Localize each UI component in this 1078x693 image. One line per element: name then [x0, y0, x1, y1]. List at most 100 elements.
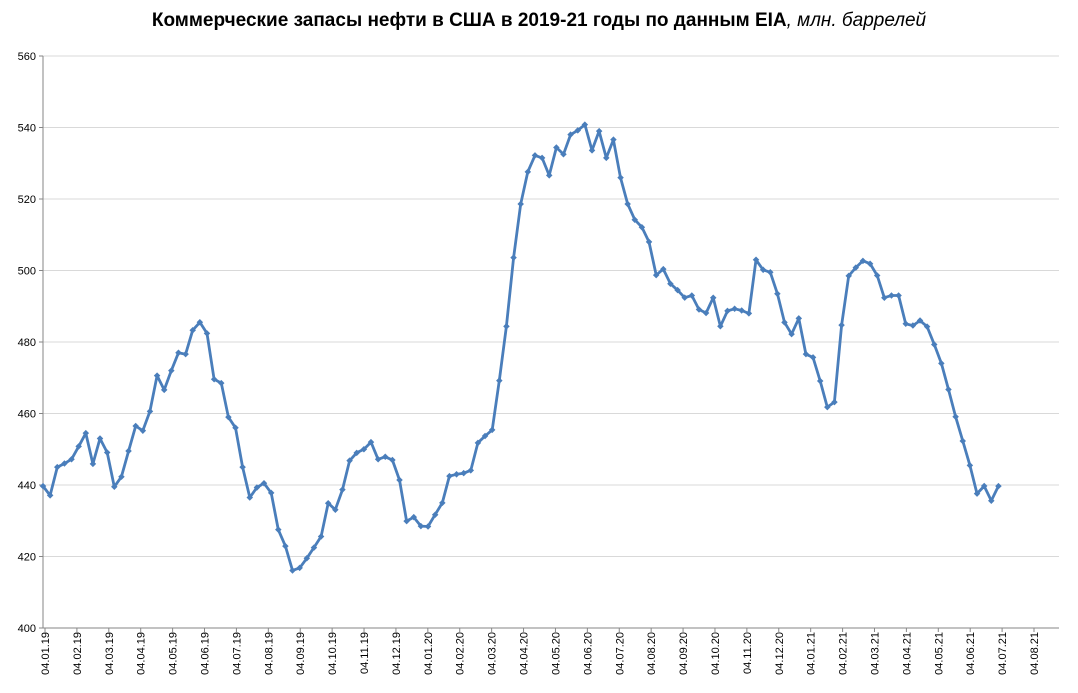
data-point — [153, 372, 161, 379]
data-point — [702, 309, 710, 317]
data-point — [866, 260, 874, 267]
data-point — [503, 323, 510, 330]
data-point — [667, 280, 674, 288]
data-point — [210, 375, 218, 383]
x-tick-label: 04.03.20 — [487, 632, 499, 675]
data-point — [902, 320, 909, 328]
data-point — [424, 523, 432, 530]
y-tick-label: 540 — [18, 123, 36, 135]
data-point — [382, 453, 389, 461]
x-axis-ticks: 04.01.19 04.02.19 04.03.19 04.04.19 04.05.19… — [40, 628, 1041, 675]
data-point — [881, 294, 888, 301]
chart-title: Коммерческие запасы нефти в США в 2019-2… — [0, 10, 1078, 32]
data-point — [496, 377, 503, 384]
data-point — [267, 489, 275, 497]
x-tick-label: 04.10.19 — [327, 632, 339, 675]
data-point — [103, 449, 111, 456]
x-tick-label: 04.05.21 — [933, 632, 945, 675]
data-point — [111, 483, 118, 491]
data-point — [275, 526, 282, 533]
y-tick-label: 520 — [18, 194, 36, 206]
data-point — [96, 435, 104, 442]
data-point — [168, 367, 175, 374]
x-tick-label: 04.12.19 — [391, 632, 403, 675]
x-tick-label: 04.05.20 — [550, 632, 562, 675]
data-point — [360, 445, 368, 453]
data-point — [938, 360, 945, 367]
data-point — [859, 257, 867, 265]
data-point — [453, 471, 460, 478]
data-point — [517, 200, 524, 208]
data-point — [681, 294, 688, 301]
x-tick-label: 04.07.20 — [614, 632, 626, 675]
x-tick-label: 04.06.21 — [965, 632, 977, 675]
x-tick-label: 04.03.21 — [869, 632, 881, 675]
data-point — [189, 326, 196, 334]
data-point — [160, 386, 168, 394]
y-tick-label: 420 — [18, 552, 36, 564]
y-tick-label: 500 — [18, 266, 36, 278]
data-point — [888, 292, 895, 299]
data-point — [966, 462, 974, 469]
data-point — [239, 463, 246, 471]
x-tick-label: 04.10.20 — [710, 632, 722, 675]
data-point — [545, 172, 553, 179]
data-point — [617, 174, 624, 181]
x-tick-label: 04.11.19 — [359, 632, 371, 674]
y-tick-label: 400 — [18, 623, 36, 635]
data-point — [232, 424, 239, 432]
data-point — [638, 223, 646, 231]
data-point — [125, 447, 132, 455]
data-point — [353, 449, 360, 457]
data-point — [745, 310, 753, 317]
data-point — [132, 422, 139, 430]
data-point — [795, 315, 803, 322]
data-point — [945, 386, 952, 393]
x-tick-label: 04.09.19 — [295, 632, 307, 675]
data-point — [524, 168, 532, 176]
data-point — [446, 472, 453, 480]
data-point — [624, 200, 631, 208]
x-tick-label: 04.08.20 — [646, 632, 658, 675]
data-point — [374, 456, 382, 463]
data-point — [460, 469, 467, 477]
data-point — [838, 321, 845, 329]
data-point — [474, 439, 482, 447]
data-point — [995, 482, 1002, 490]
x-tick-label: 04.09.20 — [678, 632, 690, 675]
x-tick-label: 04.02.20 — [455, 632, 467, 675]
data-point — [645, 238, 653, 246]
x-tick-label: 04.04.21 — [901, 632, 913, 675]
x-tick-label: 04.01.19 — [40, 632, 52, 675]
data-point — [118, 473, 125, 481]
data-point — [488, 426, 496, 434]
data-point — [139, 427, 147, 434]
x-tick-label: 04.05.19 — [168, 632, 180, 675]
data-point — [389, 456, 396, 464]
data-point — [816, 377, 824, 385]
y-tick-label: 480 — [18, 337, 36, 349]
data-point — [980, 482, 988, 490]
data-point — [802, 350, 810, 358]
x-tick-label: 04.04.19 — [136, 632, 148, 675]
data-point — [246, 494, 254, 501]
data-point — [410, 513, 418, 521]
data-point — [959, 437, 967, 445]
data-point — [767, 269, 774, 276]
data-point — [510, 254, 517, 261]
chart-title-unit: , млн. баррелей — [786, 10, 927, 31]
data-point — [82, 429, 90, 437]
data-point — [346, 457, 353, 464]
data-point — [182, 350, 189, 358]
data-point — [738, 307, 745, 314]
x-tick-label: 04.08.19 — [263, 632, 275, 675]
data-point — [709, 294, 717, 301]
data-point — [324, 499, 332, 507]
data-point — [973, 490, 981, 497]
x-tick-label: 04.01.20 — [423, 632, 435, 675]
data-point — [788, 330, 795, 338]
x-tick-label: 04.11.20 — [742, 632, 754, 674]
data-point — [731, 305, 738, 313]
data-point — [895, 292, 902, 299]
